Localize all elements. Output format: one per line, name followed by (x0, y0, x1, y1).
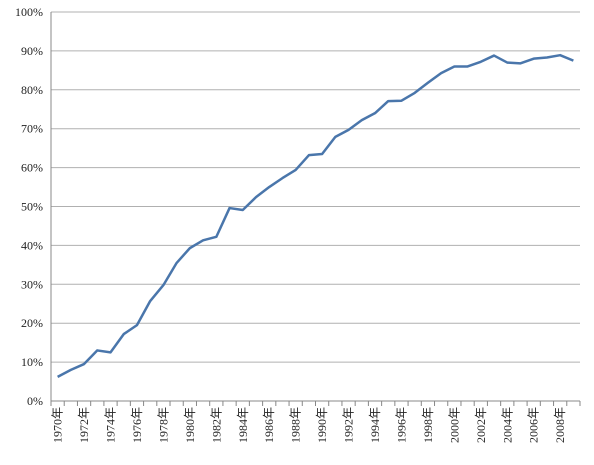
x-tick-label: 1990年 (315, 407, 329, 443)
y-tick-label: 50% (21, 200, 43, 214)
x-tick-label: 2008年 (553, 407, 567, 443)
x-tick-label: 1976年 (130, 407, 144, 443)
x-tick-label: 1988年 (289, 407, 303, 443)
x-tick-label: 2000年 (447, 407, 461, 443)
y-tick-label: 70% (21, 122, 43, 136)
y-tick-label: 40% (21, 238, 43, 252)
x-tick-label: 1974年 (104, 407, 118, 443)
x-tick-label: 1978年 (156, 407, 170, 443)
x-tick-label: 1972年 (77, 407, 91, 443)
series-line (57, 53, 574, 378)
x-tick-label: 1992年 (342, 407, 356, 443)
x-tick-label: 1970年 (51, 407, 65, 443)
x-tick-label: 1982年 (209, 407, 223, 443)
x-tick-label: 1986年 (262, 407, 276, 443)
x-tick-label: 1984年 (236, 407, 250, 443)
y-tick-label: 60% (21, 161, 43, 175)
x-tick-label: 1998年 (421, 407, 435, 443)
y-tick-label: 0% (27, 394, 43, 408)
x-tick-label: 1980年 (183, 407, 197, 443)
x-tick-label: 2002年 (474, 407, 488, 443)
y-tick-label: 90% (21, 44, 43, 58)
y-tick-label: 10% (21, 355, 43, 369)
y-tick-label: 30% (21, 277, 43, 291)
y-tick-label: 100% (15, 5, 43, 19)
x-tick-label: 2006年 (527, 407, 541, 443)
x-tick-label: 2004年 (500, 407, 514, 443)
x-tick-label: 1994年 (368, 407, 382, 443)
y-tick-label: 80% (21, 83, 43, 97)
x-tick-label: 1996年 (394, 407, 408, 443)
y-tick-label: 20% (21, 316, 43, 330)
